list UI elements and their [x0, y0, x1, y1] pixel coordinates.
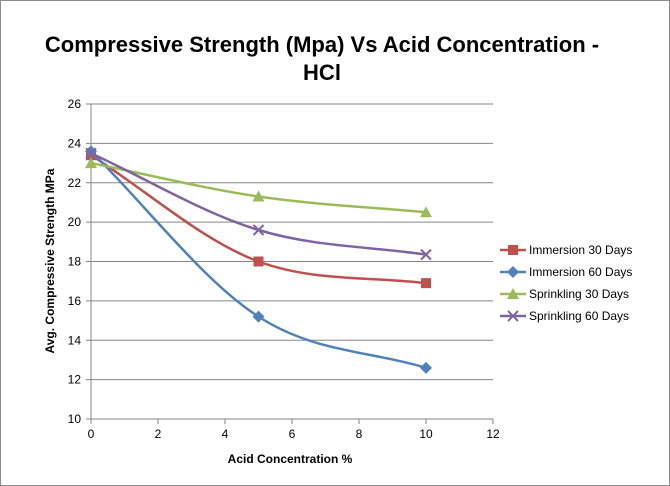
- x-tick-label: 10: [419, 427, 433, 441]
- legend: Immersion 30 Days Immersion 60 Days Sprink…: [500, 243, 632, 323]
- chart-title-line-1: Compressive Strength (Mpa) Vs Acid Conce…: [45, 32, 599, 57]
- data-point: [85, 157, 97, 169]
- legend-label: Sprinkling 60 Days: [529, 309, 629, 323]
- x-tick-label: 12: [486, 427, 500, 441]
- y-tick-label: 18: [68, 255, 82, 269]
- y-tick-label: 16: [68, 294, 82, 308]
- x-tick-label: 2: [155, 427, 162, 441]
- gridlines: [91, 103, 493, 381]
- series-sprinkling-30-days: [85, 157, 432, 218]
- legend-swatch-marker: [508, 245, 518, 255]
- y-tick-label: 10: [68, 412, 82, 426]
- data-point: [85, 147, 97, 159]
- legend-swatch-marker: [507, 288, 519, 299]
- chart-title: Compressive Strength (Mpa) Vs Acid Conce…: [45, 32, 599, 85]
- series-immersion-30-days: [86, 150, 431, 289]
- y-tick-label: 20: [68, 215, 82, 229]
- y-tick-label: 12: [68, 373, 82, 387]
- data-point: [253, 256, 264, 267]
- data-point: [420, 248, 432, 261]
- series-immersion-60-days: [85, 145, 432, 374]
- y-tick-label: 22: [68, 176, 82, 190]
- legend-label: Immersion 60 Days: [529, 265, 632, 279]
- y-axis-title: Avg. Compressive Strength MPa: [43, 168, 57, 353]
- x-tick-label: 6: [289, 427, 296, 441]
- series-layer: [85, 145, 432, 374]
- legend-label: Sprinkling 30 Days: [529, 287, 629, 301]
- legend-swatch-marker: [507, 266, 519, 278]
- series-sprinkling-60-days: [85, 147, 432, 261]
- axes: [86, 103, 494, 424]
- chart-title-line-2: HCl: [303, 60, 341, 85]
- data-point: [420, 361, 432, 374]
- legend-item: Sprinkling 60 Days: [500, 309, 629, 323]
- legend-item: Sprinkling 30 Days: [500, 287, 629, 301]
- legend-swatch-marker: [507, 310, 519, 322]
- legend-label: Immersion 30 Days: [529, 243, 632, 257]
- x-tick-label: 0: [88, 427, 95, 441]
- y-tick-label: 26: [68, 97, 82, 111]
- data-point: [421, 278, 431, 289]
- legend-item: Immersion 30 Days: [500, 243, 632, 257]
- x-axis-title: Acid Concentration %: [228, 452, 353, 466]
- data-point: [252, 310, 265, 323]
- data-point: [252, 224, 265, 236]
- x-tick-label: 4: [222, 427, 229, 441]
- data-point: [252, 190, 265, 202]
- y-tick-label: 24: [68, 136, 82, 150]
- y-tick-label: 14: [68, 333, 82, 347]
- x-tick-label: 8: [356, 427, 363, 441]
- data-point: [420, 206, 432, 218]
- legend-item: Immersion 60 Days: [500, 265, 632, 279]
